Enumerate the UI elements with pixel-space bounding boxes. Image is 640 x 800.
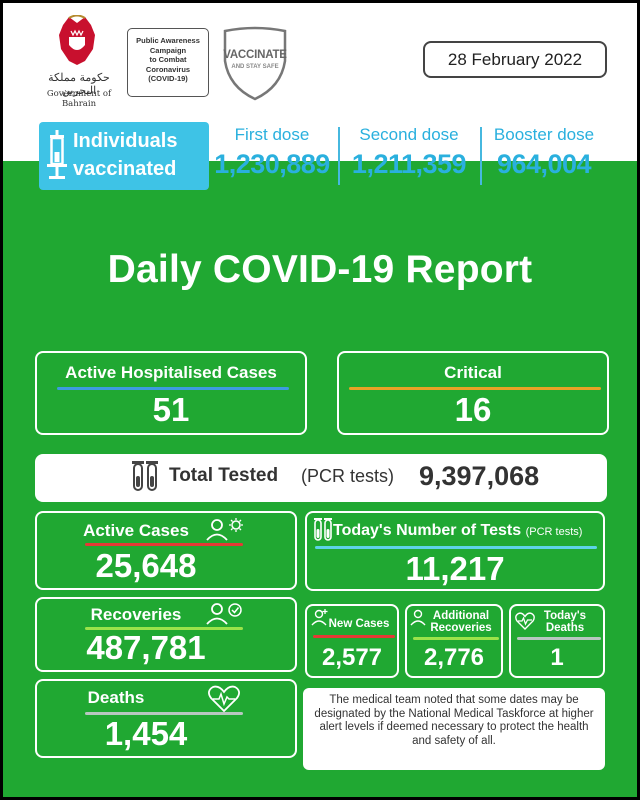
- second-dose-label: Second dose: [359, 125, 459, 144]
- additional-recoveries-card: Additional Recoveries 2,776: [405, 604, 503, 678]
- active-hospitalised-card: Active Hospitalised Cases 51: [35, 351, 307, 435]
- heart-pulse-icon: [208, 685, 240, 713]
- test-tubes-icon: [314, 518, 332, 541]
- shield-icon: [223, 26, 287, 101]
- vaccinated-label-line1: Individuals: [73, 130, 178, 152]
- deaths-value: 1,454: [104, 715, 188, 752]
- booster-dose-value: 964,004: [496, 149, 592, 179]
- critical-card: Critical 16: [337, 351, 609, 435]
- active-hospitalised-label: Active Hospitalised Cases: [65, 363, 277, 382]
- person-virus-icon: [206, 518, 243, 541]
- vaccinated-label-line2: vaccinated: [73, 158, 177, 180]
- total-tested-bar: Total Tested (PCR tests) 9,397,068: [35, 454, 607, 502]
- report-infographic: حكومة مملكة البحرين Government of Bahrai…: [3, 3, 637, 797]
- campaign-line: (COVID-19): [148, 74, 188, 83]
- person-check-icon: [410, 609, 426, 626]
- person-check-icon: [206, 603, 242, 625]
- person-plus-icon: [311, 609, 328, 626]
- red-underline: [313, 635, 395, 638]
- campaign-line: Coronavirus: [145, 64, 191, 74]
- todays-deaths-label-line1: Today's: [543, 610, 587, 622]
- header-area: [3, 3, 637, 123]
- new-cases-label: New Cases: [328, 618, 390, 630]
- todays-tests-paren: (PCR tests): [525, 526, 583, 538]
- syringe-icon: [47, 130, 67, 179]
- heart-pulse-icon: [515, 612, 535, 630]
- vaccinate-title: VACCINATE: [223, 49, 287, 61]
- total-tested-paren: (PCR tests): [301, 466, 395, 486]
- recoveries-label: Recoveries: [90, 605, 182, 624]
- total-tested-label: Total Tested: [169, 465, 279, 486]
- orange-underline: [349, 387, 601, 390]
- active-cases-value: 25,648: [95, 547, 197, 584]
- lime-underline: [85, 627, 243, 630]
- todays-deaths-value: 1: [550, 644, 564, 671]
- recoveries-value: 487,781: [86, 629, 206, 666]
- todays-tests-value: 11,217: [405, 550, 505, 587]
- todays-deaths-label-line2: Deaths: [545, 622, 585, 634]
- additional-recoveries-value: 2,776: [423, 644, 485, 671]
- first-dose-value: 1,230,889: [214, 149, 330, 179]
- cyan-underline: [315, 546, 597, 549]
- campaign-badge: Public Awareness Campaign to Combat Coro…: [127, 28, 209, 97]
- government-name-english: Government of Bahrain: [46, 89, 112, 109]
- blue-underline: [57, 387, 289, 390]
- booster-dose-label: Booster dose: [493, 125, 595, 144]
- total-tested-value: 9,397,068: [419, 461, 540, 491]
- todays-tests-header: Today's Number of Tests (PCR tests): [333, 522, 582, 540]
- government-name-arabic: حكومة مملكة البحرين: [48, 71, 110, 97]
- government-emblem: حكومة مملكة البحرين Government of Bahrai…: [31, 15, 127, 109]
- critical-value: 16: [454, 391, 492, 428]
- report-date: 28 February 2022: [423, 41, 607, 78]
- lime-underline: [413, 637, 499, 640]
- new-cases-value: 2,577: [321, 644, 383, 671]
- dose-divider: [480, 127, 482, 185]
- dose-divider: [338, 127, 340, 185]
- active-hospitalised-value: 51: [152, 391, 190, 428]
- recoveries-card: Recoveries 487,781: [35, 597, 297, 672]
- campaign-line: Campaign: [149, 45, 187, 55]
- vaccinate-subtitle: AND STAY SAFE: [231, 64, 279, 70]
- todays-deaths-card: Today's Deaths 1: [509, 604, 605, 678]
- campaign-line: to Combat: [149, 55, 187, 64]
- additional-recoveries-label-line1: Additional: [432, 610, 490, 622]
- first-dose-label: First dose: [234, 125, 310, 144]
- first-dose: First dose 1,230,889: [207, 125, 337, 180]
- active-cases-card: Active Cases 25,648: [35, 511, 297, 590]
- report-title: Daily COVID-19 Report: [107, 248, 533, 291]
- todays-tests-label: Today's Number of Tests: [333, 522, 522, 539]
- additional-recoveries-label-line2: Recoveries: [430, 622, 492, 634]
- vaccinate-badge: VACCINATE AND STAY SAFE: [215, 25, 295, 103]
- second-dose-value: 1,211,359: [351, 149, 467, 179]
- test-tubes-icon: [132, 461, 158, 491]
- deaths-card: Deaths 1,454: [35, 679, 297, 758]
- gray-underline: [517, 637, 601, 640]
- campaign-line: Public Awareness: [136, 36, 200, 45]
- second-dose: Second dose 1,211,359: [341, 125, 477, 180]
- gray-underline: [85, 712, 243, 715]
- individuals-vaccinated-box: Individuals vaccinated: [39, 122, 209, 190]
- booster-dose: Booster dose 964,004: [481, 125, 607, 180]
- crest-icon: [59, 15, 95, 65]
- red-underline: [85, 543, 243, 546]
- deaths-label: Deaths: [87, 688, 145, 707]
- active-cases-label: Active Cases: [83, 521, 189, 540]
- todays-tests-card: Today's Number of Tests (PCR tests) 11,2…: [305, 511, 605, 591]
- new-cases-card: New Cases 2,577: [305, 604, 399, 678]
- medical-team-note: The medical team noted that some dates m…: [303, 688, 605, 770]
- critical-label: Critical: [444, 363, 502, 382]
